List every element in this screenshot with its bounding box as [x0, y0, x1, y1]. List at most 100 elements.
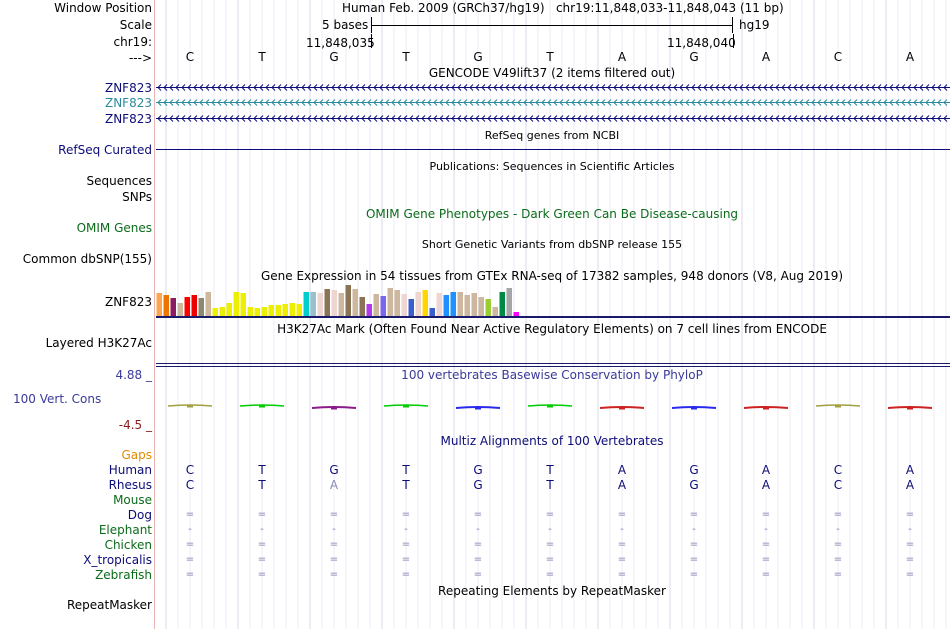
strand-chevron	[601, 84, 606, 91]
phylop-track-title[interactable]: 100 vertebrates Basewise Conservation by…	[401, 368, 703, 382]
strand-chevron	[745, 115, 750, 122]
strand-chevron	[685, 115, 690, 122]
multiz-base: -	[764, 524, 768, 535]
strand-chevron	[307, 99, 312, 106]
multiz-base: C	[833, 463, 843, 477]
gencode-strand-3[interactable]	[156, 115, 950, 122]
strand-chevron	[325, 115, 330, 122]
multiz-track-title[interactable]: Multiz Alignments of 100 Vertebrates	[440, 434, 664, 448]
strand-chevron	[577, 84, 582, 91]
gencode-strand-1[interactable]	[156, 84, 950, 91]
strand-chevron	[499, 115, 504, 122]
multiz-species-label[interactable]: Human	[108, 463, 152, 477]
gtex-tissue-bar	[464, 295, 470, 316]
gtex-tissue-bar	[156, 293, 162, 316]
gencode-item-2[interactable]: ZNF823	[104, 96, 152, 110]
strand-chevron	[379, 115, 384, 122]
gencode-track-title[interactable]: GENCODE V49lift37 (2 items filtered out)	[428, 66, 676, 80]
multiz-species-label[interactable]: Elephant	[98, 523, 152, 537]
gencode-item-3[interactable]: ZNF823	[104, 112, 152, 126]
refseq-gene-line[interactable]	[156, 149, 950, 150]
multiz-base: -	[692, 524, 696, 535]
strand-chevron	[247, 99, 252, 106]
gtex-tissue-bar	[345, 285, 351, 316]
gtex-gene-label[interactable]: ZNF823	[104, 295, 152, 309]
strand-chevron	[451, 99, 456, 106]
strand-chevron	[343, 84, 348, 91]
strand-chevron	[757, 115, 762, 122]
strand-chevron	[769, 115, 774, 122]
gencode-strand-2[interactable]	[156, 99, 950, 106]
strand-chevron	[499, 99, 504, 106]
strand-chevron	[595, 84, 600, 91]
multiz-base: =	[833, 569, 843, 580]
multiz-species-label[interactable]: X_tropicalis	[83, 553, 152, 567]
phylop-signal[interactable]	[156, 400, 950, 414]
strand-chevron	[475, 115, 480, 122]
h3k27ac-track-title[interactable]: H3K27Ac Mark (Often Found Near Active Re…	[277, 322, 827, 336]
strand-chevron	[469, 99, 474, 106]
multiz-base: =	[689, 509, 699, 520]
gtex-track-title[interactable]: Gene Expression in 54 tissues from GTEx …	[260, 269, 844, 283]
omim-track-title[interactable]: OMIM Gene Phenotypes - Dark Green Can Be…	[365, 207, 739, 221]
omim-label[interactable]: OMIM Genes	[76, 221, 152, 235]
strand-chevron	[571, 115, 576, 122]
strand-chevron	[565, 99, 570, 106]
strand-chevron	[535, 115, 540, 122]
multiz-species-label[interactable]: Dog	[127, 508, 152, 522]
multiz-base: =	[401, 509, 411, 520]
repeatmasker-track-title[interactable]: Repeating Elements by RepeatMasker	[438, 584, 666, 598]
strand-chevron	[883, 84, 888, 91]
refseq-track-title[interactable]: RefSeq genes from NCBI	[484, 129, 620, 142]
multiz-species-label[interactable]: Chicken	[104, 538, 152, 552]
strand-chevron	[175, 99, 180, 106]
publications-track-title[interactable]: Publications: Sequences in Scientific Ar…	[429, 160, 675, 173]
strand-chevron	[433, 84, 438, 91]
strand-chevron	[487, 115, 492, 122]
strand-chevron	[739, 84, 744, 91]
multiz-base: -	[188, 524, 192, 535]
snps-label[interactable]: SNPs	[122, 190, 152, 204]
gencode-item-1[interactable]: ZNF823	[104, 81, 152, 95]
multiz-species-label[interactable]: Zebrafish	[95, 568, 152, 582]
multiz-base: =	[401, 569, 411, 580]
sequences-label[interactable]: Sequences	[86, 174, 152, 188]
assembly-position-text[interactable]: Human Feb. 2009 (GRCh37/hg19) chr19:11,8…	[342, 1, 784, 15]
strand-chevron	[457, 84, 462, 91]
strand-chevron	[925, 99, 930, 106]
gaps-label[interactable]: Gaps	[121, 448, 152, 462]
h3k27ac-label[interactable]: Layered H3K27Ac	[45, 336, 152, 350]
dbsnp-label[interactable]: Common dbSNP(155)	[22, 252, 152, 266]
strand-chevron	[925, 84, 930, 91]
strand-chevron	[373, 84, 378, 91]
multiz-species-label[interactable]: Rhesus	[108, 478, 152, 492]
strand-chevron	[307, 84, 312, 91]
gtex-tissue-bar	[513, 312, 519, 316]
gtex-bar-chart[interactable]	[156, 284, 536, 316]
refseq-label[interactable]: RefSeq Curated	[58, 143, 152, 157]
strand-chevron	[919, 84, 924, 91]
strand-chevron	[667, 84, 672, 91]
strand-chevron	[943, 115, 948, 122]
multiz-species-label[interactable]: Mouse	[113, 493, 152, 507]
strand-chevron	[829, 115, 834, 122]
strand-chevron	[187, 99, 192, 106]
strand-chevron	[541, 115, 546, 122]
phylop-label[interactable]: 100 Vert. Cons	[13, 392, 102, 406]
multiz-base: =	[185, 569, 195, 580]
strand-chevron	[163, 115, 168, 122]
dbsnp-track-title[interactable]: Short Genetic Variants from dbSNP releas…	[421, 238, 683, 251]
strand-chevron	[271, 115, 276, 122]
strand-chevron	[391, 115, 396, 122]
gtex-tissue-bar	[268, 305, 274, 316]
strand-chevron	[553, 99, 558, 106]
multiz-base: =	[905, 569, 915, 580]
gtex-tissue-bar	[506, 288, 512, 316]
strand-chevron	[601, 99, 606, 106]
strand-chevron	[595, 115, 600, 122]
strand-chevron	[913, 115, 918, 122]
strand-chevron	[199, 84, 204, 91]
repeatmasker-label[interactable]: RepeatMasker	[66, 598, 152, 612]
multiz-base: G	[473, 463, 483, 477]
strand-chevron	[733, 84, 738, 91]
